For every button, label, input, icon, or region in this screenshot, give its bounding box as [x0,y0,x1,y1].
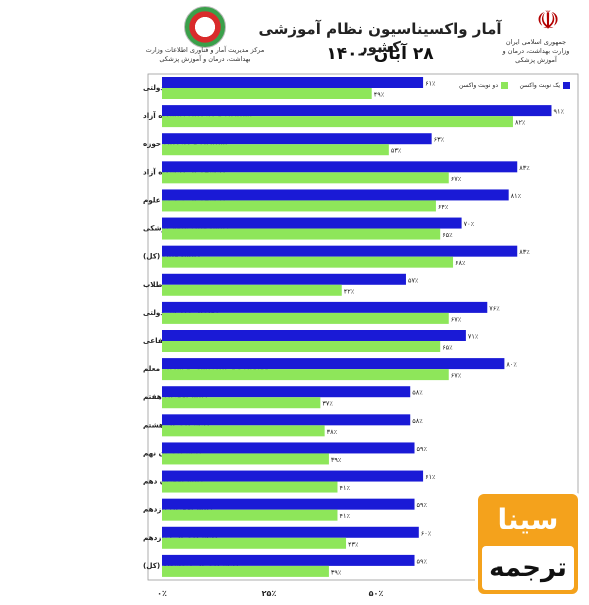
x-tick-label: ۲۵٪ [262,589,277,598]
bar-second-dose [162,88,372,99]
data-label-second-dose: ۶۵٪ [442,231,453,239]
x-tick-label: ۰٪ [157,589,167,598]
bar-second-dose [162,537,347,549]
bar-second-dose [162,565,329,577]
data-label-second-dose: ۴۱٪ [339,484,350,492]
data-label-second-dose: ۶۷٪ [451,315,462,323]
data-label-first-dose: ۵۸٪ [412,417,423,425]
bar-first-dose [162,105,552,117]
category-label: طلاب [143,280,163,289]
data-label-second-dose: ۳۹٪ [331,456,342,464]
data-label-first-dose: ۶۰٪ [421,529,432,537]
legend-label-second: دو نوبت واکسن [458,81,498,89]
data-label-first-dose: ۷۱٪ [468,333,479,341]
data-label-second-dose: ۴۱٪ [339,512,350,520]
data-label-first-dose: ۶۱٪ [425,473,436,481]
data-label-second-dose: ۳۸٪ [327,428,338,436]
data-label-first-dose: ۸۰٪ [506,361,517,369]
data-label-second-dose: ۳۹٪ [331,568,342,576]
bar-second-dose [162,509,338,521]
chart-title: آمار واکسیناسیون نظام آموزشی کشور [258,20,502,56]
apple-seal-icon [184,6,226,48]
data-label-first-dose: ۷۶٪ [489,304,500,312]
iran-emblem-logo: ☫ [528,6,568,36]
data-label-second-dose: ۵۳٪ [391,147,402,155]
data-label-first-dose: ۷۰٪ [464,220,475,228]
bar-second-dose [162,256,454,268]
data-label-first-dose: ۶۳٪ [434,136,445,144]
legend-first-dose: یک نوبت واکسن [519,80,570,90]
data-label-first-dose: ۵۸٪ [412,389,423,397]
legend-second-dose: دو نوبت واکسن [459,80,508,90]
data-label-first-dose: ۵۹٪ [417,501,428,509]
bar-first-dose [162,77,424,88]
bar-second-dose [162,425,325,437]
left-org-text: مرکز مدیریت آمار و فناوری اطلاعات وزارت … [145,46,265,63]
sina-translate-watermark: سینا ترجمه [478,494,578,594]
legend: یک نوبت واکسن دو نوبت واکسن [455,80,570,92]
legend-swatch-first [563,81,570,89]
plot-frame [147,73,579,581]
bar-first-dose [162,217,462,229]
legend-label-first: یک نوبت واکسن [519,81,560,89]
bar-second-dose [162,284,342,296]
data-label-second-dose: ۶۴٪ [438,203,449,211]
bar-second-dose [162,116,513,128]
bar-first-dose [162,161,518,173]
bar-first-dose [162,189,509,201]
bar-second-dose [162,341,441,352]
watermark-line2: ترجمه [482,546,574,590]
bar-second-dose [162,397,321,409]
chart-date: ۲۸ آبان ۱۴۰۰ [326,44,434,64]
data-label-first-dose: ۵۹٪ [417,557,428,565]
bar-first-dose [162,526,419,538]
legend-swatch-second [501,81,508,89]
data-label-first-dose: ۸۱٪ [511,192,522,200]
data-label-first-dose: ۵۹٪ [417,445,428,453]
data-label-second-dose: ۶۵٪ [442,344,453,352]
data-label-first-dose: ۵۷٪ [408,276,419,284]
bar-first-dose [162,442,415,454]
bar-second-dose [162,369,449,381]
data-label-second-dose: ۴۹٪ [374,91,385,99]
data-label-first-dose: ۸۳٪ [519,164,530,172]
data-label-second-dose: ۴۳٪ [348,540,359,548]
bar-first-dose [162,414,411,426]
bar-first-dose [162,330,466,341]
emblem-icon: ☫ [536,6,560,36]
bar-first-dose [162,386,411,398]
data-label-second-dose: ۴۲٪ [344,287,355,295]
data-label-second-dose: ۶۸٪ [455,259,466,267]
data-label-second-dose: ۶۷٪ [451,175,462,183]
bar-second-dose [162,228,441,240]
bar-first-dose [162,301,488,313]
bar-first-dose [162,245,518,257]
bar-second-dose [162,172,449,184]
bar-first-dose [162,358,505,370]
ministry-stats-logo [170,6,240,48]
bar-second-dose [162,312,449,324]
data-label-first-dose: ۹۱٪ [553,108,564,116]
bar-second-dose [162,144,389,156]
bar-first-dose [162,470,424,482]
watermark-line1: سینا [497,503,559,536]
bar-second-dose [162,200,436,212]
bar-second-dose [162,453,329,465]
bar-second-dose [162,481,338,493]
right-org-text: جمهوری اسلامی ایران وزارت بهداشت، درمان … [502,38,570,64]
bar-first-dose [162,554,415,566]
data-label-first-dose: ۶۱٪ [425,80,436,88]
data-label-second-dose: ۶۷٪ [451,372,462,380]
bar-first-dose [162,273,406,285]
bar-first-dose [162,133,432,145]
data-label-second-dose: ۸۲٪ [515,119,526,127]
data-label-first-dose: ۸۳٪ [519,248,530,256]
data-label-second-dose: ۳۷٪ [322,400,333,408]
bar-first-dose [162,498,415,510]
x-tick-label: ۵۰٪ [369,589,384,598]
